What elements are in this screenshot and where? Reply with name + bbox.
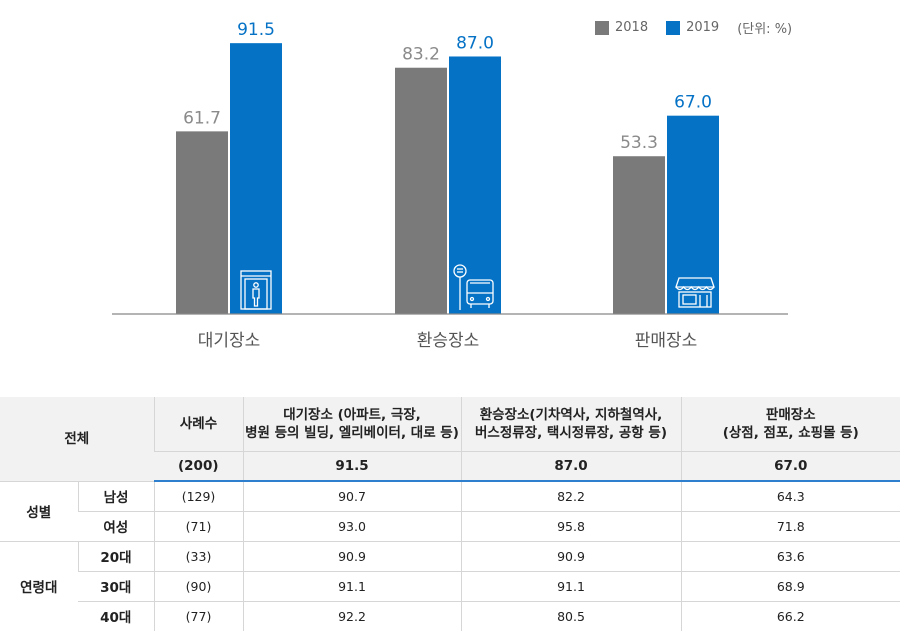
- header-group-label: 전체: [0, 397, 154, 482]
- row-label: 여성: [78, 511, 154, 542]
- bar-2019-2: [667, 115, 719, 315]
- legend-item-2018: 2018: [595, 20, 648, 35]
- bar-chart: 61.7 91.5 83.2 87.0 53.3 67.0 대기장소 환승장소 판매장소: [112, 20, 788, 351]
- legend-swatch-2019: [666, 20, 681, 35]
- header-col2: 환승장소(기차역사, 지하철역사, 버스정류장, 택시정류장, 공항 등): [460, 397, 681, 452]
- data-label-2018-0: 61.7: [183, 108, 221, 128]
- table-row: 연령대 20대 (33) 90.9 90.9 63.6: [0, 541, 900, 631]
- table-total-row: (200) 91.5 87.0 67.0: [0, 451, 900, 482]
- store-icon: [675, 277, 715, 308]
- row-v3: 68.9: [680, 571, 900, 602]
- data-table: 전체 사례수 대기장소 (아파트, 극장, 병원 등의 빌딩, 엘리베이터, 대…: [0, 397, 900, 631]
- row-v2: 90.9: [460, 541, 681, 572]
- total-v1: 91.5: [242, 451, 461, 482]
- bus-stop-icon: [453, 264, 494, 310]
- legend-label-2018: 2018: [615, 20, 649, 35]
- header-col3-line1: 판매장소: [765, 406, 816, 423]
- row-label: 20대: [77, 541, 154, 572]
- data-label-2019-1: 87.0: [456, 33, 494, 53]
- total-v2: 87.0: [460, 451, 681, 482]
- header-col3-line2: (상점, 점포, 쇼핑몰 등): [722, 424, 859, 441]
- row-v2: 91.1: [460, 571, 681, 602]
- header-col2-line1: 환승장소(기차역사, 지하철역사,: [479, 406, 663, 423]
- row-n: (129): [153, 481, 243, 512]
- elevator-icon: [240, 270, 272, 310]
- bar-2018-2: [613, 156, 665, 314]
- row-v1: 91.1: [242, 571, 461, 602]
- group-label-age: 연령대: [0, 541, 78, 631]
- x-tick-label-1: 환승장소: [417, 331, 480, 351]
- legend-label-2019: 2019: [686, 20, 720, 35]
- row-v3: 71.8: [680, 511, 900, 542]
- row-label: 40대: [78, 601, 154, 631]
- table-row: 40대 (77) 92.2 80.5 66.2: [0, 601, 900, 631]
- x-tick-label-0: 대기장소: [198, 331, 261, 351]
- table-row: 성별 남성 (129) 90.7 82.2 64.3: [0, 481, 900, 542]
- legend-item-2019: 2019: [666, 20, 719, 35]
- row-label: 30대: [78, 571, 154, 602]
- row-v2: 95.8: [460, 511, 681, 542]
- row-n: (33): [153, 541, 243, 572]
- group-label-gender: 성별: [0, 481, 78, 542]
- row-v1: 90.7: [242, 481, 461, 512]
- bar-2019-1: [449, 56, 501, 314]
- total-n: (200): [154, 451, 243, 482]
- bars-layer: 61.7 91.5 83.2 87.0 53.3 67.0: [176, 20, 719, 315]
- row-v3: 66.2: [680, 601, 900, 631]
- row-n: (71): [153, 511, 243, 542]
- x-tick-label-2: 판매장소: [635, 331, 698, 351]
- row-v3: 63.6: [680, 541, 900, 572]
- row-v1: 93.0: [242, 511, 461, 542]
- bar-2018-0: [176, 131, 228, 314]
- data-label-2019-2: 67.0: [674, 93, 712, 113]
- chart-legend: 2018 2019 (단위: %): [595, 18, 792, 37]
- total-v3: 67.0: [680, 451, 900, 482]
- data-label-2018-2: 53.3: [620, 133, 658, 153]
- header-col2-line2: 버스정류장, 택시정류장, 공항 등): [475, 424, 667, 441]
- x-labels-layer: 대기장소 환승장소 판매장소: [198, 331, 698, 351]
- header-sample-label: 사례수: [153, 397, 243, 452]
- data-label-2018-1: 83.2: [402, 45, 440, 65]
- row-v1: 92.2: [242, 601, 461, 631]
- table-row: 여성 (71) 93.0 95.8 71.8: [0, 511, 900, 542]
- table-header-row: 전체 사례수 대기장소 (아파트, 극장, 병원 등의 빌딩, 엘리베이터, 대…: [0, 397, 900, 482]
- row-n: (77): [153, 601, 243, 631]
- header-col1: 대기장소 (아파트, 극장, 병원 등의 빌딩, 엘리베이터, 대로 등): [242, 397, 461, 452]
- header-col3: 판매장소 (상점, 점포, 쇼핑몰 등): [680, 397, 900, 452]
- header-col1-line2: 병원 등의 빌딩, 엘리베이터, 대로 등): [245, 424, 459, 441]
- bar-2018-1: [395, 67, 447, 314]
- legend-swatch-2018: [595, 20, 609, 35]
- row-label: 남성: [77, 481, 154, 512]
- row-v2: 80.5: [460, 601, 681, 631]
- data-label-2019-0: 91.5: [237, 20, 275, 40]
- row-v1: 90.9: [242, 541, 461, 572]
- header-col1-line1: 대기장소 (아파트, 극장,: [283, 406, 421, 423]
- table-row: 30대 (90) 91.1 91.1 68.9: [0, 571, 900, 602]
- row-n: (90): [153, 571, 243, 602]
- bar-2019-0: [230, 43, 282, 314]
- row-v2: 82.2: [460, 481, 681, 512]
- unit-label: (단위: %): [737, 22, 793, 37]
- row-v3: 64.3: [680, 481, 900, 512]
